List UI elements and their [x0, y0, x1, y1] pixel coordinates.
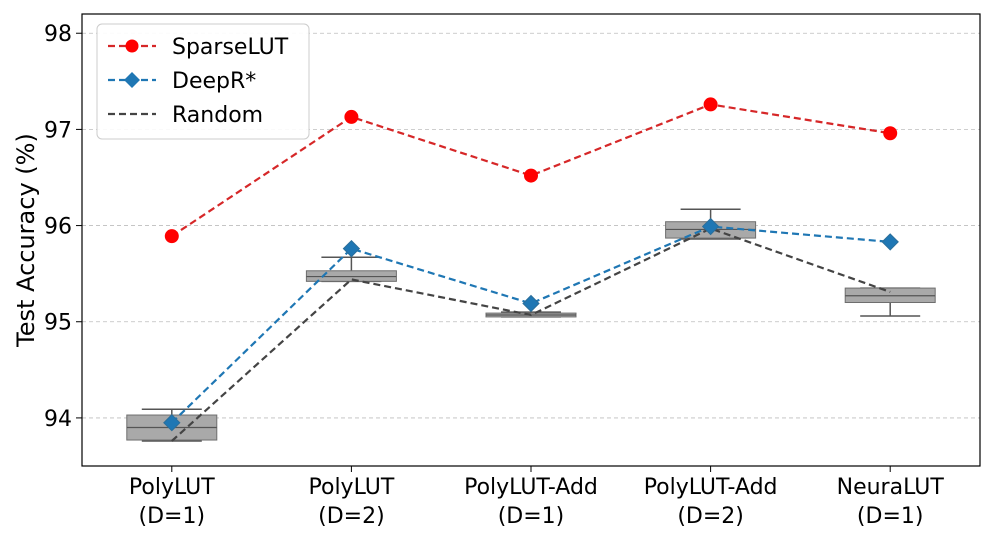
point-sparselut-3 — [703, 97, 718, 112]
point-sparselut-1 — [344, 109, 359, 124]
series-line-sparselut — [171, 103, 891, 238]
point-deepr-3 — [701, 217, 720, 236]
series-line-random — [171, 227, 891, 442]
legend-marker-sparselut — [125, 39, 139, 53]
y-axis-label: Test Accuracy (%) — [12, 133, 40, 348]
legend-marker-deepr — [124, 72, 140, 88]
legend-label-sparselut: SparseLUT — [172, 35, 289, 60]
boxplots — [126, 208, 936, 442]
legend-label-random: Random — [172, 103, 263, 128]
point-sparselut-4 — [883, 126, 898, 141]
point-deepr-2 — [522, 294, 540, 313]
y-axis-ticks: 94 95 96 97 98 — [44, 22, 82, 432]
x-tick-label-2-line2: (D=1) — [498, 504, 565, 529]
legend-box — [96, 23, 310, 140]
series-markers — [163, 97, 899, 432]
x-tick-label-3-line1: PolyLUT-Add — [644, 475, 778, 500]
series-line-deepr — [171, 225, 891, 424]
legend: SparseLUT DeepR* Random — [96, 23, 310, 140]
y-tick-label-96: 96 — [44, 215, 72, 240]
x-tick-label-1-line1: PolyLUT — [309, 475, 395, 500]
x-tick-label-3-line2: (D=2) — [677, 504, 744, 529]
y-tick-label-98: 98 — [44, 22, 72, 47]
series-lines — [171, 103, 891, 442]
point-sparselut-2 — [524, 168, 538, 183]
x-tick-label-1-line2: (D=2) — [318, 504, 385, 529]
boxplot-1 — [305, 256, 397, 283]
x-tick-label-4-line1: NeuraLUT — [837, 475, 945, 500]
x-tick-label-0-line2: (D=1) — [139, 504, 206, 529]
boxplot-4 — [844, 287, 936, 317]
point-deepr-4 — [881, 233, 899, 251]
y-tick-label-95: 95 — [44, 311, 72, 336]
x-tick-label-2-line1: PolyLUT-Add — [464, 475, 598, 500]
point-sparselut-0 — [164, 229, 179, 244]
x-axis-ticks: PolyLUT (D=1) PolyLUT (D=2) PolyLUT-Add (D=1)… — [129, 466, 944, 529]
x-tick-label-4-line2: (D=1) — [857, 504, 924, 529]
legend-label-deepr: DeepR* — [172, 69, 256, 94]
y-tick-label-94: 94 — [44, 407, 72, 432]
point-deepr-1 — [342, 239, 361, 258]
y-tick-label-97: 97 — [44, 118, 72, 143]
point-deepr-0 — [163, 414, 181, 432]
x-tick-label-0-line1: PolyLUT — [129, 475, 215, 500]
